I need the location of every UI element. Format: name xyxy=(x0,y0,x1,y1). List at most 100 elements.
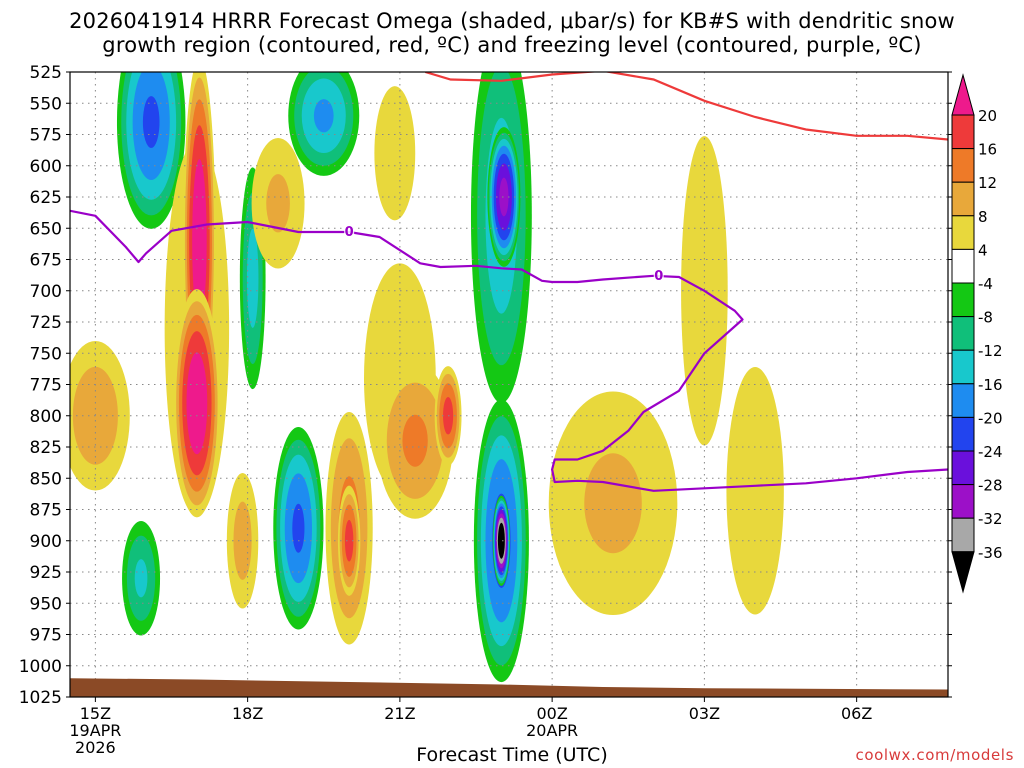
y-tick-label: 575 xyxy=(30,126,62,146)
colorbar-label: -4 xyxy=(978,275,993,293)
chart-title-line-1: 2026041914 HRRR Forecast Omega (shaded, … xyxy=(69,9,955,33)
y-tick-label: 675 xyxy=(30,251,62,271)
grid xyxy=(70,71,948,698)
x-tick-label: 00Z xyxy=(536,704,567,723)
omega-contour-m36 xyxy=(497,522,505,559)
omega-contour-16 xyxy=(344,519,354,562)
y-tick-label: 1000 xyxy=(19,657,62,677)
colorbar: 20 16 12 8 4 -4 -8 -12 -16 -20 -24 -28 -32 -36 xyxy=(951,73,1003,594)
omega-feature-21 xyxy=(548,391,678,616)
colorbar-top-triangle xyxy=(951,73,975,116)
x-tick-date: 19APR xyxy=(69,721,121,740)
y-tick-label: 800 xyxy=(30,407,62,427)
omega-contour-4 xyxy=(374,86,416,221)
y-tick-label: 875 xyxy=(30,501,62,521)
x-tick-year: 2026 xyxy=(75,738,116,757)
x-tick-date: 20APR xyxy=(526,721,578,740)
colorbar-label: -16 xyxy=(978,376,1003,394)
y-tick-label: 1025 xyxy=(19,688,62,708)
omega-contour-m20 xyxy=(142,96,160,148)
freezing-level-label: 0 xyxy=(345,225,354,240)
y-axis: 525 550 575 600 625 650 675 700 725 750 775 800 825 8… xyxy=(19,63,952,708)
omega-contour-20 xyxy=(186,352,208,455)
x-tick-label: 21Z xyxy=(384,704,415,723)
colorbar-swatch xyxy=(951,114,975,150)
colorbar-label: -8 xyxy=(978,309,993,327)
omega-feature-15 xyxy=(377,362,454,519)
contour-label-bg xyxy=(344,224,355,238)
colorbar-label: -36 xyxy=(978,544,1003,562)
y-tick-label: 725 xyxy=(30,313,62,333)
omega-feature-8 xyxy=(251,138,305,269)
omega-feature-20 xyxy=(492,495,511,586)
x-tick-label: 15Z xyxy=(80,704,111,723)
colorbar-swatch xyxy=(951,148,975,183)
colorbar-swatch xyxy=(951,517,975,553)
omega-feature-14 xyxy=(374,86,416,221)
snow-growth-line xyxy=(424,72,948,141)
omega-contour-m16 xyxy=(313,99,334,133)
y-tick-label: 975 xyxy=(30,626,62,646)
colorbar-label: 16 xyxy=(978,141,997,159)
terrain xyxy=(70,678,948,697)
omega-feature-23 xyxy=(726,367,784,615)
colorbar-swatch xyxy=(951,181,975,217)
omega-contour-8 xyxy=(584,453,642,554)
y-tick-label: 925 xyxy=(30,563,62,583)
omega-contour-8 xyxy=(233,501,252,580)
chart-title-line-2: growth region (contoured, red, ºC) and f… xyxy=(102,33,922,57)
colorbar-swatch xyxy=(951,282,975,318)
x-tick-label: 06Z xyxy=(841,704,872,723)
colorbar-swatch xyxy=(951,248,975,284)
omega-contour-m28 xyxy=(499,177,509,217)
colorbar-label: -32 xyxy=(978,510,1003,528)
omega-feature-9 xyxy=(273,427,324,630)
y-tick-label: 600 xyxy=(30,157,62,177)
contour-label-bg xyxy=(653,267,664,282)
y-tick-label: 650 xyxy=(30,219,62,239)
omega-feature-10 xyxy=(288,72,360,176)
omega-contour-20 xyxy=(192,159,207,323)
x-tick-label: 18Z xyxy=(232,704,263,723)
omega-contour-12 xyxy=(402,414,428,467)
y-tick-label: 950 xyxy=(30,594,62,614)
colorbar-label: -12 xyxy=(978,342,1003,360)
terrain-fill xyxy=(70,678,948,697)
omega-feature-6 xyxy=(226,472,259,609)
omega-contour-m20 xyxy=(292,503,305,553)
colorbar-label: 12 xyxy=(978,174,997,192)
credit-text: coolwx.com/models xyxy=(855,746,1014,764)
omega-contour-8 xyxy=(266,174,290,233)
omega-contour-4 xyxy=(726,367,784,615)
freezing-level-label: 0 xyxy=(654,269,663,284)
y-tick-label: 525 xyxy=(30,63,62,83)
omega-contour-m12 xyxy=(134,559,148,598)
omega-feature-0 xyxy=(70,340,130,491)
colorbar-swatch xyxy=(951,349,975,385)
colorbar-swatch xyxy=(951,316,975,351)
colorbar-label: 4 xyxy=(978,241,988,259)
colorbar-swatch xyxy=(951,416,975,452)
colorbar-swatch xyxy=(951,450,975,486)
omega-feature-2 xyxy=(122,521,161,636)
colorbar-label: -24 xyxy=(978,443,1003,461)
omega-feature-12 xyxy=(337,485,361,596)
colorbar-label: -20 xyxy=(978,409,1003,427)
y-tick-label: 750 xyxy=(30,344,62,364)
omega-feature-18 xyxy=(487,127,521,267)
colorbar-bottom-triangle xyxy=(951,551,975,594)
omega-feature-1 xyxy=(116,72,186,229)
y-tick-label: 775 xyxy=(30,376,62,396)
contours: 00 xyxy=(70,72,948,492)
y-tick-label: 625 xyxy=(30,188,62,208)
y-tick-label: 550 xyxy=(30,94,62,114)
x-axis-title: Forecast Time (UTC) xyxy=(416,744,608,766)
omega-contour-m12 xyxy=(246,228,259,328)
colorbar-swatch xyxy=(951,484,975,519)
freezing-level-line xyxy=(70,209,948,492)
colorbar-label: 8 xyxy=(978,208,988,226)
colorbar-swatch xyxy=(951,215,975,250)
y-tick-label: 825 xyxy=(30,438,62,458)
